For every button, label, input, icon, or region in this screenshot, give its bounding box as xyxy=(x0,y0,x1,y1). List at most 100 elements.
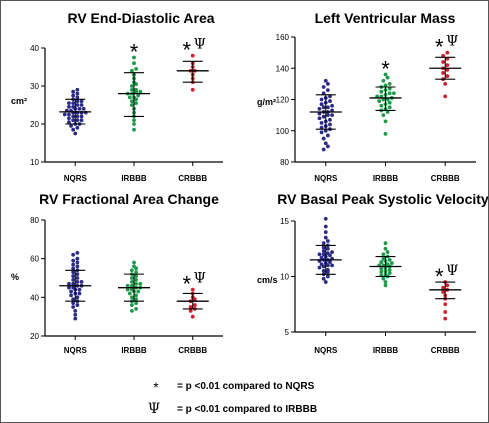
data-point xyxy=(381,78,386,83)
data-point xyxy=(75,256,80,261)
psi-mark: Ψ xyxy=(194,37,206,53)
data-point xyxy=(77,287,82,292)
series-nqrs xyxy=(309,78,342,152)
series-crbbb: * Ψ xyxy=(429,263,462,321)
data-point xyxy=(75,125,80,130)
y-axis-label: % xyxy=(11,272,19,282)
data-point xyxy=(325,239,330,243)
data-point xyxy=(445,50,450,55)
data-point xyxy=(130,276,134,280)
data-point xyxy=(136,289,141,294)
legend-asterisk-text: = p <0.01 compared to NQRS xyxy=(177,381,315,392)
data-point xyxy=(325,144,330,149)
data-point xyxy=(130,87,134,92)
data-point xyxy=(441,285,446,290)
data-point xyxy=(321,241,326,246)
data-point xyxy=(443,81,448,86)
x-tick-label: NQRS xyxy=(64,174,88,183)
data-point xyxy=(385,250,390,254)
y-tick-label: 10 xyxy=(280,273,289,282)
data-point xyxy=(130,279,134,284)
data-point xyxy=(134,293,139,298)
data-point xyxy=(132,127,136,132)
data-point xyxy=(79,99,84,104)
data-point xyxy=(319,102,324,107)
data-point xyxy=(328,99,332,103)
x-tick-label: CRBBB xyxy=(431,174,460,183)
y-tick-label: 20 xyxy=(30,332,39,341)
data-point xyxy=(317,265,322,270)
y-tick-label: 80 xyxy=(30,216,39,225)
data-point xyxy=(132,264,136,269)
data-point xyxy=(79,279,84,284)
data-point xyxy=(138,89,143,94)
data-point xyxy=(319,125,324,130)
data-point xyxy=(190,53,195,58)
data-point xyxy=(325,251,330,256)
data-point xyxy=(134,87,139,92)
data-point xyxy=(75,103,80,107)
data-point xyxy=(443,310,448,314)
data-point xyxy=(323,230,328,235)
data-point xyxy=(443,316,448,321)
x-tick-label: IRBBB xyxy=(373,346,399,355)
data-point xyxy=(73,312,78,317)
data-point xyxy=(389,261,394,266)
data-point xyxy=(325,267,330,272)
chart-panel-1: RV End-Diastolic Area cm² 10 20 30 40 NQRS IRBB… xyxy=(11,10,223,183)
legend-asterisk-symbol: * xyxy=(153,379,159,395)
data-point xyxy=(79,114,84,119)
data-point xyxy=(441,53,446,58)
data-point xyxy=(75,91,80,96)
data-point xyxy=(77,106,82,111)
data-point xyxy=(75,272,80,277)
data-point xyxy=(71,93,76,98)
data-point xyxy=(134,270,139,275)
data-point xyxy=(71,114,76,119)
data-point xyxy=(383,241,388,246)
data-point xyxy=(62,112,67,117)
data-point xyxy=(323,216,328,221)
data-point xyxy=(383,72,388,77)
data-point xyxy=(134,274,139,278)
significance-annotation: * Ψ xyxy=(435,263,458,289)
data-point xyxy=(71,101,76,105)
data-point xyxy=(392,91,396,96)
data-point xyxy=(134,278,139,282)
x-tick-label: NQRS xyxy=(64,346,88,355)
data-point xyxy=(379,266,384,271)
data-point xyxy=(319,121,324,125)
series-irbbb xyxy=(118,260,150,313)
significance-annotation: * Ψ xyxy=(182,37,205,63)
data-point xyxy=(71,258,76,263)
y-tick-label: 80 xyxy=(280,158,289,167)
data-point xyxy=(325,113,330,118)
x-tick-label: CRBBB xyxy=(178,174,207,183)
data-point xyxy=(73,131,78,136)
data-point xyxy=(75,303,80,307)
data-point xyxy=(71,270,76,275)
series-crbbb: * Ψ xyxy=(429,34,462,99)
data-point xyxy=(321,249,326,253)
chart-panel-2: Left Ventricular Mass g/m² 80 100 120 140 160 N… xyxy=(257,10,476,183)
data-point xyxy=(67,101,71,105)
data-point xyxy=(325,88,330,93)
data-point xyxy=(67,281,71,286)
asterisk-mark: * xyxy=(435,35,444,60)
series-nqrs xyxy=(309,216,342,284)
data-point xyxy=(323,128,328,133)
data-point xyxy=(319,262,324,267)
data-point xyxy=(71,274,76,278)
psi-mark: Ψ xyxy=(194,271,206,287)
data-point xyxy=(323,141,328,146)
x-tick-label: IRBBB xyxy=(121,174,147,183)
data-point xyxy=(319,97,324,102)
y-tick-label: 60 xyxy=(30,255,39,264)
data-point xyxy=(325,246,330,251)
data-point xyxy=(134,67,139,71)
legend-psi-text: = p <0.01 compared to IRBBB xyxy=(177,404,317,415)
chart-title: RV Basal Peak Systolic Velocity xyxy=(277,191,488,207)
asterisk-mark: * xyxy=(130,40,139,65)
